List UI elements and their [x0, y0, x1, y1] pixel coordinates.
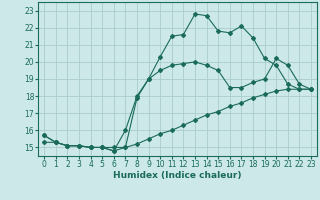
X-axis label: Humidex (Indice chaleur): Humidex (Indice chaleur)	[113, 171, 242, 180]
